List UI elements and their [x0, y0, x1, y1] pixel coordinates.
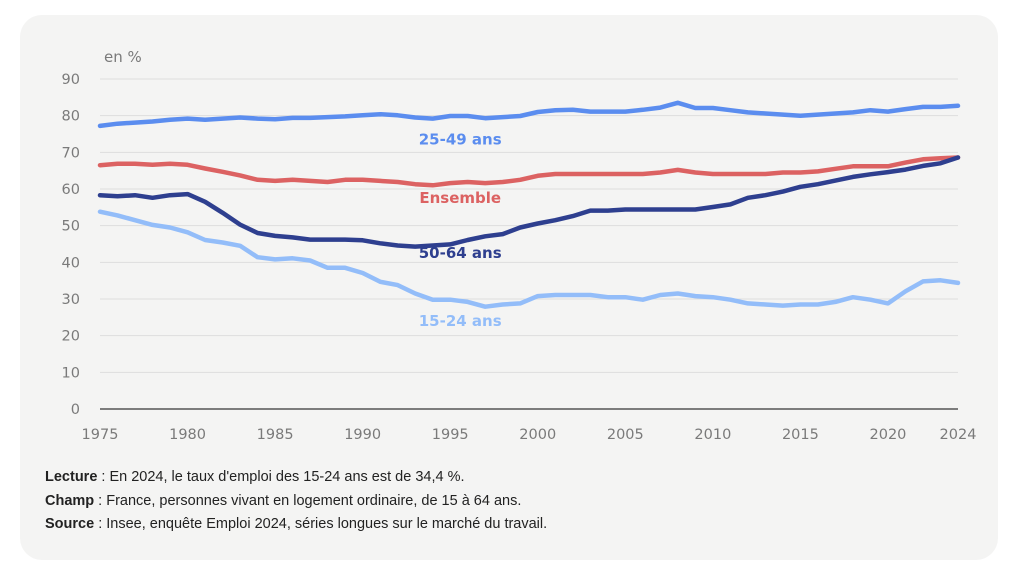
series-line-15-24-ans	[97, 209, 961, 309]
note-champ: Champ : France, personnes vivant en loge…	[45, 492, 522, 509]
series-label: 25-49 ans	[419, 131, 502, 149]
series-lines	[97, 100, 961, 309]
y-tick-label: 30	[62, 292, 80, 308]
y-tick-label: 10	[62, 365, 80, 381]
x-tick-label: 1990	[344, 427, 381, 443]
note-lecture: Lecture : En 2024, le taux d'emploi des …	[45, 469, 465, 485]
series-line-50-64-ans	[97, 155, 961, 249]
y-tick-label: 40	[62, 255, 80, 271]
series-label: Ensemble	[419, 189, 501, 207]
x-tick-label: 1995	[432, 427, 469, 443]
y-axis-unit-label: en %	[104, 48, 142, 66]
y-tick-label: 0	[71, 402, 80, 418]
x-tick-label: 2005	[607, 427, 644, 443]
series-labels: 25-49 ans Ensemble 50-64 ans 15-24 ans	[419, 131, 502, 331]
series-label: 15-24 ans	[419, 312, 502, 330]
x-tick-label: 2020	[870, 427, 907, 443]
chart-card	[20, 15, 998, 560]
series-line-ensemble	[97, 155, 961, 188]
y-tick-label: 90	[62, 72, 80, 88]
x-tick-label: 2015	[782, 427, 819, 443]
y-tick-label: 20	[62, 329, 80, 345]
x-axis-ticks: 1975 1980 1985 1990 1995 2000 2005 2010 2015 2020…	[82, 427, 977, 443]
series-line-25-49-ans	[97, 100, 961, 129]
x-tick-label: 2010	[694, 427, 731, 443]
x-tick-label: 2024	[940, 427, 977, 443]
y-tick-label: 80	[62, 109, 80, 125]
y-tick-label: 50	[62, 219, 80, 235]
x-tick-label: 1985	[257, 427, 294, 443]
x-tick-label: 1980	[169, 427, 206, 443]
note-source: Source : Insee, enquête Emploi 2024, sér…	[45, 516, 548, 532]
x-tick-label: 2000	[519, 427, 556, 443]
y-axis-ticks: 0 10 20 30 40 50 60 70 80 90	[62, 72, 80, 418]
y-tick-label: 70	[62, 145, 80, 161]
series-label: 50-64 ans	[419, 244, 502, 262]
x-tick-label: 1975	[82, 427, 119, 443]
chart-notes: Lecture : En 2024, le taux d'emploi des …	[45, 466, 547, 537]
y-tick-label: 60	[62, 182, 80, 198]
